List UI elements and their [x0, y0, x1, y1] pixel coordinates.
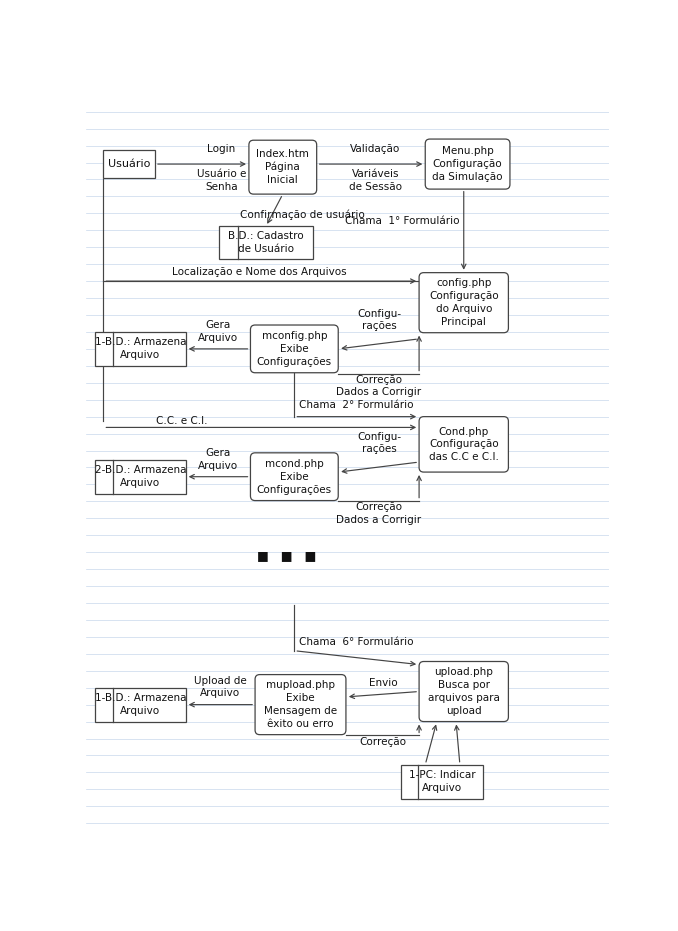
- Text: C.C. e C.I.: C.C. e C.I.: [156, 416, 207, 425]
- Text: 1-B.D.: Armazena
Arquivo: 1-B.D.: Armazena Arquivo: [95, 694, 186, 716]
- Text: Index.htm
Página
Inicial: Index.htm Página Inicial: [256, 149, 309, 185]
- Bar: [95, 688, 186, 722]
- Bar: [401, 764, 483, 799]
- Text: Usuário e
Senha: Usuário e Senha: [197, 169, 246, 192]
- Text: upload.php
Busca por
arquivos para
upload: upload.php Busca por arquivos para uploa…: [428, 668, 500, 716]
- FancyBboxPatch shape: [419, 273, 508, 332]
- Text: Envio: Envio: [369, 678, 397, 688]
- Bar: [219, 226, 313, 259]
- Text: Correção: Correção: [359, 737, 406, 747]
- Text: Menu.php
Configuração
da Simulação: Menu.php Configuração da Simulação: [433, 146, 503, 182]
- Text: Upload de
Arquivo: Upload de Arquivo: [194, 676, 247, 698]
- Text: mconfig.php
Exibe
Configurações: mconfig.php Exibe Configurações: [257, 331, 332, 367]
- Text: Variáveis
de Sessão: Variáveis de Sessão: [348, 169, 401, 192]
- FancyBboxPatch shape: [250, 325, 338, 372]
- Text: Configu-
rações: Configu- rações: [357, 432, 401, 454]
- Text: ■   ■   ■: ■ ■ ■: [257, 548, 316, 561]
- FancyBboxPatch shape: [250, 452, 338, 501]
- Text: Chama  6° Formulário: Chama 6° Formulário: [299, 637, 413, 647]
- Text: Chama  1° Formulário: Chama 1° Formulário: [344, 216, 459, 226]
- FancyBboxPatch shape: [425, 139, 510, 189]
- Text: mupload.php
Exibe
Mensagem de
êxito ou erro: mupload.php Exibe Mensagem de êxito ou e…: [264, 681, 337, 729]
- Text: Configu-
rações: Configu- rações: [357, 309, 401, 331]
- Text: Localização e Nome dos Arquivos: Localização e Nome dos Arquivos: [172, 267, 347, 277]
- FancyBboxPatch shape: [249, 141, 317, 194]
- Text: 1-PC: Indicar
Arquivo: 1-PC: Indicar Arquivo: [409, 770, 475, 793]
- Text: Usuário: Usuário: [108, 159, 150, 169]
- FancyBboxPatch shape: [255, 675, 346, 735]
- Text: Login: Login: [207, 144, 235, 154]
- Text: B.D.: Cadastro
de Usuário: B.D.: Cadastro de Usuário: [228, 231, 304, 254]
- Text: 2-B.D.: Armazena
Arquivo: 2-B.D.: Armazena Arquivo: [95, 466, 186, 488]
- Text: Cond.php
Configuração
das C.C e C.I.: Cond.php Configuração das C.C e C.I.: [428, 426, 499, 462]
- Text: Gera
Arquivo: Gera Arquivo: [198, 320, 238, 343]
- Text: mcond.php
Exibe
Configurações: mcond.php Exibe Configurações: [257, 459, 332, 494]
- FancyBboxPatch shape: [419, 417, 508, 472]
- Text: Chama  2° Formulário: Chama 2° Formulário: [299, 400, 413, 411]
- Bar: [102, 150, 155, 179]
- Text: Correção
Dados a Corrigir: Correção Dados a Corrigir: [336, 502, 422, 524]
- Text: Correção
Dados a Corrigir: Correção Dados a Corrigir: [336, 375, 422, 398]
- Bar: [95, 460, 186, 493]
- Text: 1-B.D.: Armazena
Arquivo: 1-B.D.: Armazena Arquivo: [95, 337, 186, 360]
- Text: Confirmação de usuário: Confirmação de usuário: [241, 209, 365, 220]
- Bar: [95, 332, 186, 366]
- Text: Validação: Validação: [350, 144, 400, 154]
- Text: Gera
Arquivo: Gera Arquivo: [198, 448, 238, 470]
- FancyBboxPatch shape: [419, 662, 508, 722]
- Text: config.php
Configuração
do Arquivo
Principal: config.php Configuração do Arquivo Princ…: [429, 278, 498, 327]
